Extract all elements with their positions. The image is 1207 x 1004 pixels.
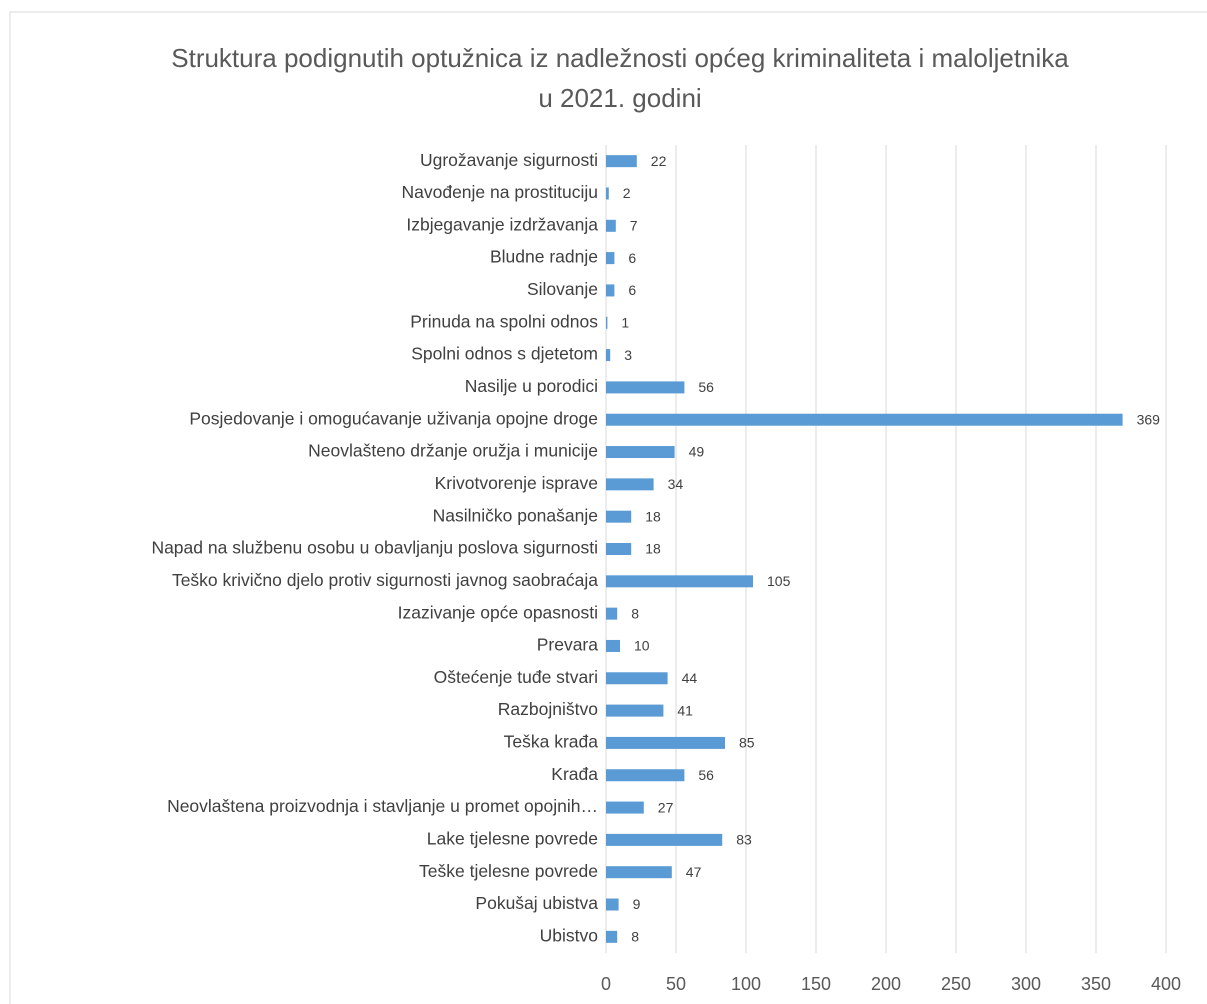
data-label: 8 <box>631 605 639 621</box>
bar <box>606 381 685 394</box>
bar <box>606 672 668 685</box>
y-tick-label: Izbjegavanje izdržavanja <box>406 214 598 234</box>
data-label: 18 <box>645 541 661 557</box>
y-tick-label: Pokušaj ubistva <box>475 893 598 913</box>
bar <box>606 833 723 846</box>
data-label: 8 <box>631 929 639 945</box>
y-tick-label: Prevara <box>537 635 599 655</box>
y-tick-label: Teška krađa <box>504 732 599 752</box>
bar <box>606 769 685 782</box>
data-label: 47 <box>686 864 702 880</box>
x-tick-label: 50 <box>666 974 686 994</box>
data-label: 83 <box>736 832 752 848</box>
y-tick-label: Nasilničko ponašanje <box>433 505 598 525</box>
data-label: 9 <box>633 896 641 912</box>
x-tick-label: 0 <box>601 974 611 994</box>
data-label: 6 <box>628 282 636 298</box>
bar <box>606 866 672 879</box>
x-tick-label: 150 <box>801 974 831 994</box>
bar <box>606 736 725 749</box>
bar <box>606 155 637 168</box>
data-label: 6 <box>628 250 636 266</box>
bar <box>606 252 615 265</box>
y-tick-label: Neovlaštena proizvodnja i stavljanje u p… <box>167 796 598 816</box>
x-tick-label: 200 <box>871 974 901 994</box>
data-label: 49 <box>689 444 705 460</box>
bar <box>606 187 609 200</box>
y-tick-label: Navođenje na prostituciju <box>401 182 598 202</box>
y-tick-label: Spolni odnos s djetetom <box>411 344 598 364</box>
y-tick-label: Krivotvorenje isprave <box>435 473 598 493</box>
bar <box>606 510 632 523</box>
bar <box>606 639 620 652</box>
y-tick-label: Ubistvo <box>540 925 598 945</box>
x-tick-label: 100 <box>731 974 761 994</box>
chart-title: Struktura podignutih optužnica iz nadlež… <box>171 43 1069 113</box>
data-label: 22 <box>651 153 667 169</box>
data-label: 34 <box>668 476 684 492</box>
y-tick-label: Nasilje u porodici <box>465 376 598 396</box>
x-tick-label: 350 <box>1081 974 1111 994</box>
y-tick-label: Prinuda na spolni odnos <box>410 311 598 331</box>
data-label: 44 <box>682 670 698 686</box>
y-tick-label: Ugrožavanje sigurnosti <box>420 150 598 170</box>
data-label: 41 <box>677 702 693 718</box>
y-tick-label: Lake tjelesne povrede <box>427 829 598 849</box>
data-label: 1 <box>621 314 629 330</box>
y-tick-label: Bludne radnje <box>490 247 598 267</box>
data-label: 10 <box>634 638 650 654</box>
bar <box>606 478 654 491</box>
y-tick-label: Teško krivično djelo protiv sigurnosti j… <box>172 570 598 590</box>
x-tick-label: 400 <box>1151 974 1181 994</box>
y-tick-label: Teške tjelesne povrede <box>419 861 598 881</box>
data-label: 2 <box>623 185 631 201</box>
bar <box>606 219 616 232</box>
data-label: 56 <box>698 767 714 783</box>
data-label: 105 <box>767 573 791 589</box>
y-tick-label: Silovanje <box>527 279 598 299</box>
y-tick-label: Oštećenje tuđe stvari <box>434 667 598 687</box>
bar <box>606 284 615 297</box>
y-tick-label: Napad na službenu osobu u obavljanju pos… <box>151 538 598 558</box>
bar <box>606 930 618 943</box>
data-label: 85 <box>739 735 755 751</box>
y-tick-label: Krađa <box>551 764 598 784</box>
y-tick-label: Neovlašteno držanje oružja i municije <box>308 441 598 461</box>
bar <box>606 349 611 362</box>
bar <box>606 704 664 717</box>
x-tick-label: 250 <box>941 974 971 994</box>
bar <box>606 801 644 814</box>
data-label: 56 <box>698 379 714 395</box>
bar <box>606 607 618 620</box>
data-label: 7 <box>630 218 638 234</box>
y-tick-label: Posjedovanje i omogućavanje uživanja opo… <box>189 408 598 428</box>
bar <box>606 446 675 459</box>
bar <box>606 575 753 588</box>
bar <box>606 316 608 329</box>
bar <box>606 543 632 555</box>
data-label: 18 <box>645 508 661 524</box>
data-label: 369 <box>1137 411 1161 427</box>
data-label: 27 <box>658 799 674 815</box>
x-tick-label: 300 <box>1011 974 1041 994</box>
y-tick-label: Razbojništvo <box>498 699 598 719</box>
data-label: 3 <box>624 347 632 363</box>
bar <box>606 413 1123 426</box>
bar <box>606 898 619 911</box>
y-tick-label: Izazivanje opće opasnosti <box>398 602 598 622</box>
chart-border <box>9 11 1207 1004</box>
